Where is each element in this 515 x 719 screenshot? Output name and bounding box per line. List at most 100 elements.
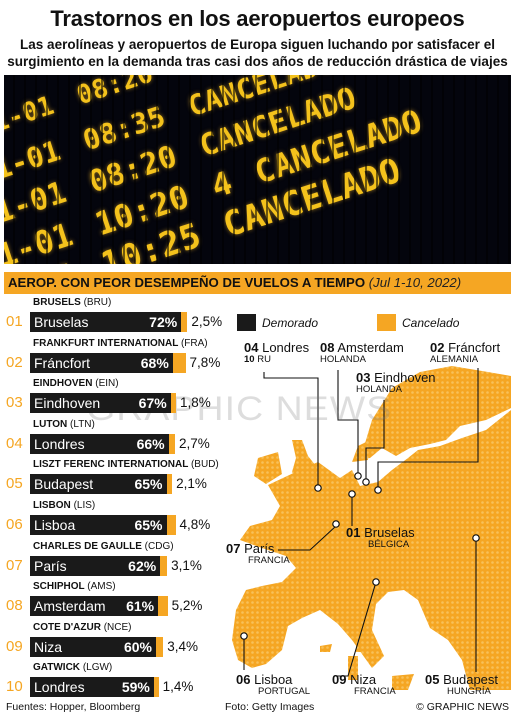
cancelled-bar — [158, 596, 168, 617]
map-label-num: 04 — [244, 340, 259, 355]
airport-marker — [372, 578, 380, 586]
legend-cancelled-label: Cancelado — [402, 316, 460, 330]
airport-name: LISBON (LIS) — [33, 500, 96, 511]
airport-code: (NCE) — [103, 621, 132, 633]
airport-code: (AMS) — [87, 581, 116, 593]
map-label-num: 07 — [226, 541, 241, 556]
airport-marker — [348, 490, 356, 498]
bar-city-label: Fráncfort — [34, 354, 91, 371]
footer-copyright: © GRAPHIC NEWS — [416, 701, 509, 713]
map-label-country: ALEMANIA — [430, 354, 479, 365]
airport-marker — [362, 478, 370, 486]
cancelled-value-label: 2,7% — [178, 435, 210, 451]
airport-name: COTE D'AZUR (NCE) — [33, 621, 132, 633]
airport-code: (FRA) — [180, 337, 208, 349]
delayed-bar: Niza 60% — [30, 636, 156, 657]
legend-delayed-swatch — [237, 314, 256, 331]
rank-number: 07 — [6, 556, 23, 574]
delayed-bar: Londres 66% — [30, 433, 169, 454]
map-label-city: Niza — [350, 672, 377, 687]
map-label-country2: RU — [257, 354, 271, 365]
delayed-value-label: 67% — [138, 395, 167, 412]
delayed-value-label: 60% — [123, 638, 152, 655]
bar-city-label: Niza — [34, 638, 63, 655]
chart-title: AEROP. CON PEOR DESEMPEÑO DE VUELOS A TI… — [8, 275, 366, 290]
map-label-niza: 09 Niza FRANCIA — [332, 673, 396, 697]
map-label-country: 10 RU — [244, 354, 309, 365]
delayed-value-label: 62% — [128, 557, 157, 574]
page-subtitle: Las aerolíneas y aeropuertos de Europa s… — [7, 37, 508, 69]
footer-sources: Fuentes: Hopper, Bloomberg — [6, 701, 141, 713]
map-leader-line — [336, 581, 377, 677]
bar-city-label: Amsterdam — [34, 598, 106, 615]
cancelled-value-label: 7,8% — [189, 354, 221, 370]
delayed-bar: Lisboa 65% — [30, 515, 167, 535]
map-label-num: 01 — [346, 525, 361, 540]
airport-marker — [332, 520, 340, 528]
cancelled-value-label: 1,4% — [162, 679, 194, 695]
airport-name: LUTON (LTN) — [33, 418, 95, 430]
airport-name: FRANKFURT INTERNATIONAL (FRA) — [33, 337, 208, 349]
rank-number: 02 — [6, 353, 23, 371]
bar-city-label: Eindhoven — [34, 395, 101, 412]
map-ireland — [254, 452, 282, 484]
map-label-eindhoven: 03 Eindhoven HOLANDA — [356, 371, 436, 395]
bar-city-label: Londres — [34, 435, 85, 452]
map-label-country: HOLANDA — [356, 384, 402, 395]
airport-code: (BRU) — [83, 297, 112, 308]
map-label-city: Amsterdam — [337, 340, 404, 355]
delayed-value-label: 66% — [136, 435, 165, 452]
map-label-amsterdam: 08 Amsterdam HOLANDA — [320, 341, 404, 365]
delayed-bar: Budapest 65% — [30, 474, 167, 495]
map-label-country: HOLANDA — [320, 354, 366, 365]
cancelled-bar — [153, 677, 159, 698]
delayed-value-label: 65% — [134, 517, 163, 533]
delayed-bar: Amsterdam 61% — [30, 596, 159, 617]
cancelled-value-label: 2,5% — [191, 314, 223, 329]
airport-name: EINDHOVEN (EIN) — [33, 378, 119, 390]
rank-number: 05 — [6, 475, 23, 493]
cancelled-bar — [172, 352, 186, 373]
map-great-britain — [292, 440, 330, 496]
map-label-budapest: 05 Budapest HUNGRÍA — [425, 673, 498, 697]
map-label-num: 09 — [332, 672, 347, 687]
map-label-city: Lisboa — [254, 672, 293, 687]
map-label-num2: 10 — [244, 354, 255, 365]
rank-number: 04 — [6, 434, 23, 452]
cancelled-bar — [160, 555, 168, 576]
bar-city-label: Londres — [34, 679, 85, 696]
airport-name: LISZT FERENC INTERNATIONAL (BUD) — [33, 459, 219, 471]
page-title: Trastornos en los aeropuertos europeos — [50, 6, 465, 31]
map-label-num: 06 — [236, 672, 251, 687]
airport-name: GATWICK (LGW) — [33, 662, 113, 674]
airport-code: (BUD) — [190, 459, 219, 471]
rank-number: 03 — [6, 394, 23, 412]
delayed-bar: Fráncfort 68% — [30, 352, 173, 373]
rank-number: 08 — [6, 597, 23, 615]
map-label-num: 03 — [356, 370, 371, 385]
airport-marker — [240, 632, 248, 640]
bar-city-label: París — [34, 557, 67, 574]
map-label-city: París — [244, 541, 275, 556]
cancelled-bar — [166, 474, 173, 495]
airport-marker — [374, 486, 382, 494]
cancelled-bar — [170, 393, 176, 414]
bar-city-label: Lisboa — [34, 517, 76, 533]
map-label-num: 08 — [320, 340, 335, 355]
cancelled-value-label: 5,2% — [171, 598, 203, 614]
delayed-value-label: 59% — [121, 679, 150, 696]
map-balearic — [320, 644, 332, 652]
board-grid-overlay — [4, 75, 511, 264]
map-label-country: PORTUGAL — [258, 686, 311, 697]
delayed-value-label: 65% — [134, 476, 163, 493]
airport-name: BRUSELS (BRU) — [33, 297, 112, 308]
map-label-paris: 07 París FRANCIA — [226, 542, 290, 566]
rank-number: 09 — [6, 637, 23, 655]
map-label-lisboa: 06 Lisboa PORTUGAL — [236, 673, 310, 697]
airport-name: CHARLES DE GAULLE (CDG) — [33, 540, 174, 552]
cancelled-value-label: 1,8% — [179, 395, 211, 411]
chart-header: AEROP. CON PEOR DESEMPEÑO DE VUELOS A TI… — [4, 272, 511, 294]
airport-code: (LTN) — [70, 418, 95, 430]
chart-date-range: (Jul 1-10, 2022) — [368, 275, 462, 290]
departure-board-photo: 01-0108:20CANCELADO01-0108:35CANCELADO01… — [4, 75, 511, 264]
